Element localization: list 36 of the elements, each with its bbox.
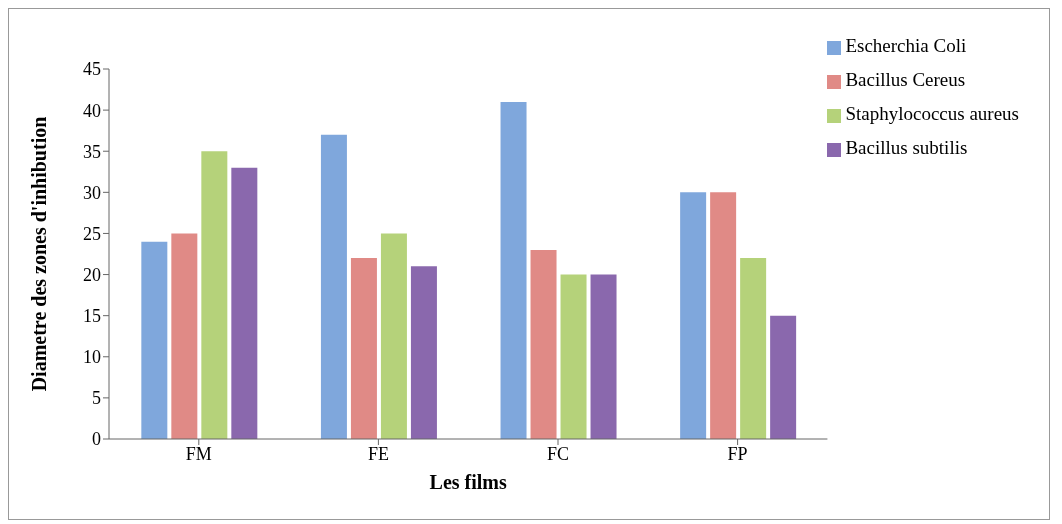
bar [171,233,198,439]
bar [500,101,527,439]
y-tick-label: 25 [83,223,101,244]
x-tick-label: FP [727,443,748,464]
legend-label: Staphylococcus aureus [845,103,1019,124]
bar [680,192,707,439]
bar [141,241,168,439]
legend-label: Bacillus subtilis [845,137,968,158]
x-tick-label: FE [367,443,389,464]
bar [740,258,767,439]
bar [530,249,557,439]
bar [590,274,617,439]
y-tick-label: 15 [83,306,101,327]
y-axis-title: Diametre des zones d'inhibution [28,116,51,392]
bar [410,266,437,439]
y-tick-label: 30 [83,182,101,203]
y-tick-label: 35 [83,141,101,162]
bar [201,151,228,439]
x-tick-label: FM [185,443,212,464]
bar [231,167,258,439]
legend-label: Bacillus Cereus [845,69,966,90]
legend-label: Escherchia Coli [845,35,967,56]
y-tick-label: 10 [83,347,101,368]
x-axis-title: Les films [429,471,508,493]
y-tick-label: 40 [83,100,101,121]
bar [380,233,407,439]
bar [560,274,587,439]
y-tick-label: 0 [92,429,101,450]
y-tick-label: 20 [83,264,101,285]
bar [710,192,737,439]
bar [770,315,797,439]
y-tick-label: 5 [92,388,101,409]
bar [320,134,347,439]
y-tick-label: 45 [83,59,101,80]
bar [350,258,377,439]
x-tick-label: FC [546,443,570,464]
